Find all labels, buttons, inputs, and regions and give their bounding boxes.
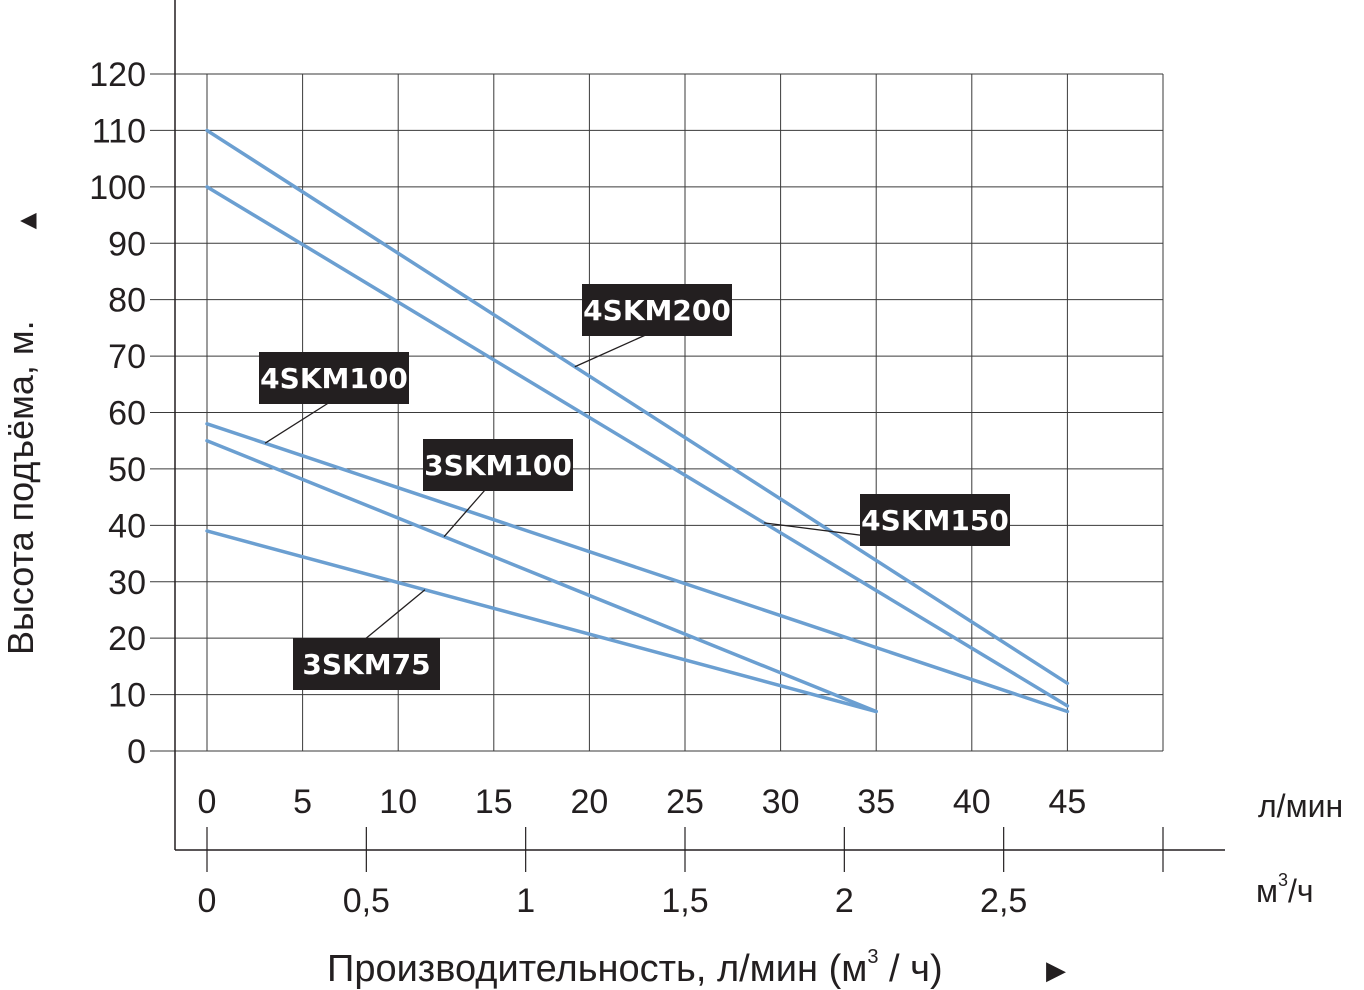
y-tick-label: 10	[108, 677, 146, 715]
series-tag-label: 3SKM75	[302, 648, 430, 681]
y-tick-label: 110	[92, 112, 146, 150]
y-tick-label: 120	[89, 56, 146, 94]
series-lines	[205, 128, 1070, 714]
series-line-3skm75	[205, 529, 878, 714]
series-tag-box-4skm150	[860, 494, 1010, 546]
x-axis-arrow-icon: ▶	[1046, 955, 1066, 985]
x-tick-label-lpm: 40	[953, 783, 991, 821]
y-axis-arrow-icon: ▲	[12, 207, 43, 235]
x-tick-label-m3h: 2,5	[980, 882, 1027, 920]
series-tag-label: 4SKM200	[583, 294, 731, 327]
y-tick-label: 30	[108, 564, 146, 602]
leader-line-3skm100	[443, 489, 486, 538]
unit-m3h-label: м3/ч	[1256, 870, 1314, 909]
x-axis-label: Производительность, л/мин (м3 / ч)	[327, 946, 943, 990]
leader-line-3skm75	[363, 589, 426, 641]
y-axis-label: Высота подъёма, м.	[0, 320, 41, 655]
leader-line-4skm100	[264, 401, 331, 444]
x-tick-label-lpm: 30	[762, 783, 800, 821]
series-tag-label: 3SKM100	[424, 449, 572, 482]
series-label-tags: 4SKM200 4SKM150 4SKM100 3SKM100 3SKM75	[259, 284, 1010, 690]
series-line-4skm200	[205, 128, 1070, 686]
series-tag-box-3skm100	[423, 439, 573, 491]
y-tick-label: 0	[127, 733, 146, 771]
y-tick-label: 20	[108, 620, 146, 658]
y-tick-label: 90	[108, 225, 146, 263]
x-tick-label-lpm: 45	[1048, 783, 1086, 821]
x-tick-label-lpm: 20	[570, 783, 608, 821]
x-tick-labels-m3h: 0 0,5 1 1,5 2 2,5	[198, 827, 1164, 920]
x-tick-label-lpm: 5	[293, 783, 312, 821]
unit-lpm-label: л/мин	[1258, 788, 1343, 824]
y-tick-label: 70	[108, 338, 146, 376]
x-tick-label-lpm: 10	[379, 783, 417, 821]
series-tag-box-4skm100	[259, 352, 409, 404]
series-line-4skm150	[205, 185, 1070, 708]
series-tag-label: 4SKM100	[260, 362, 408, 395]
x-tick-label-m3h: 1,5	[661, 882, 708, 920]
x-tick-label-lpm: 0	[198, 783, 217, 821]
series-tag-box-3skm75	[293, 638, 440, 690]
y-tick-label: 80	[108, 282, 146, 320]
chart-axes	[174, 0, 1225, 851]
y-tick-label: 50	[108, 451, 146, 489]
series-tag-label: 4SKM150	[861, 504, 1009, 537]
x-tick-labels-lpm: 0 5 10 15 20 25 30 35 40 45	[198, 783, 1087, 821]
x-tick-label-lpm: 35	[857, 783, 895, 821]
series-tag-box-4skm200	[582, 284, 732, 336]
x-tick-label-m3h: 1	[516, 882, 535, 920]
x-tick-label-m3h: 0	[198, 882, 217, 920]
y-tick-label: 60	[108, 395, 146, 433]
y-tick-label: 40	[108, 507, 146, 545]
leader-line-4skm200	[574, 332, 651, 368]
x-tick-label-lpm: 15	[475, 783, 513, 821]
y-tick-label: 100	[89, 169, 146, 207]
x-tick-label-m3h: 2	[835, 882, 854, 920]
chart-grid	[150, 73, 1164, 752]
series-line-3skm100	[205, 438, 878, 714]
x-tick-label-lpm: 25	[666, 783, 704, 821]
series-line-4skm100	[205, 422, 1070, 714]
x-tick-label-m3h: 0,5	[343, 882, 390, 920]
